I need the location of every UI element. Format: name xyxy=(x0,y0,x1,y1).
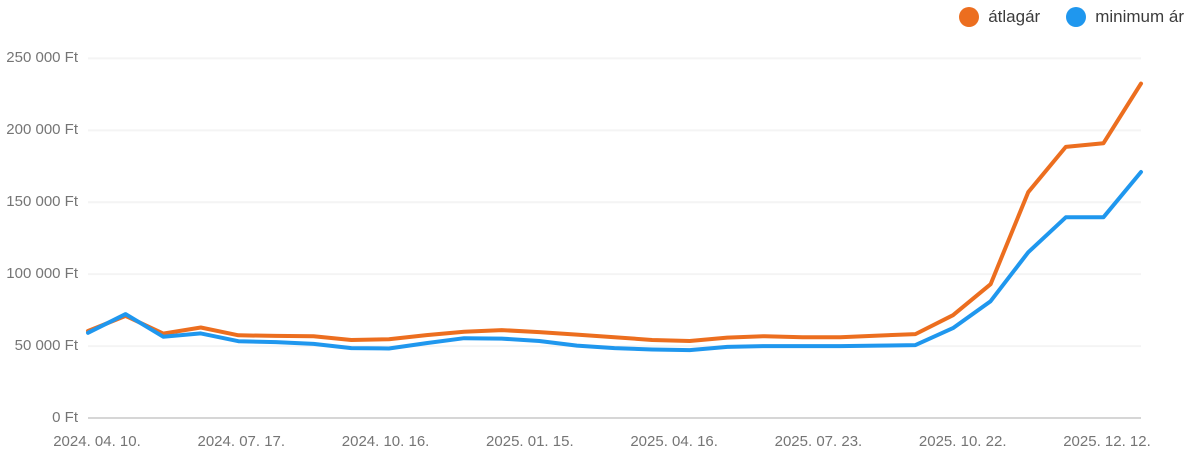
y-tick-label: 150 000 Ft xyxy=(6,193,78,211)
y-tick-label: 0 Ft xyxy=(52,409,78,426)
x-tick-label: 2025. 07. 23. xyxy=(774,433,863,450)
x-tick-label: 2025. 01. 15. xyxy=(486,433,574,450)
x-tick-label: 2025. 10. 22. xyxy=(918,433,1007,450)
x-tick-label: 2025. 12. 12. xyxy=(1063,433,1151,450)
legend-item-minimum-price[interactable]: minimum ár xyxy=(1066,7,1184,27)
x-tick-label: 2024. 07. 17. xyxy=(197,433,286,450)
y-tick-label: 250 000 Ft xyxy=(6,49,78,67)
x-tick-label: 2025. 04. 16. xyxy=(630,433,718,450)
legend-label-average-price: átlagár xyxy=(988,7,1041,26)
x-tick-label: 2024. 04. 10. xyxy=(53,433,141,450)
gridlines xyxy=(88,57,1141,419)
y-tick-label: 200 000 Ft xyxy=(6,121,78,139)
y-tick-label: 50 000 Ft xyxy=(14,337,78,355)
legend-label-minimum-price: minimum ár xyxy=(1095,7,1184,26)
minimum-price-line xyxy=(86,170,1143,353)
average-price-line xyxy=(86,81,1143,343)
x-tick-label: 2024. 10. 16. xyxy=(341,433,430,450)
chart-legend: átlagár minimum ár xyxy=(959,7,1184,27)
legend-item-average-price[interactable]: átlagár xyxy=(959,7,1040,27)
average-price-dot-icon xyxy=(959,7,980,27)
minimum-price-dot-icon xyxy=(1066,7,1087,27)
y-tick-label: 100 000 Ft xyxy=(6,265,78,283)
